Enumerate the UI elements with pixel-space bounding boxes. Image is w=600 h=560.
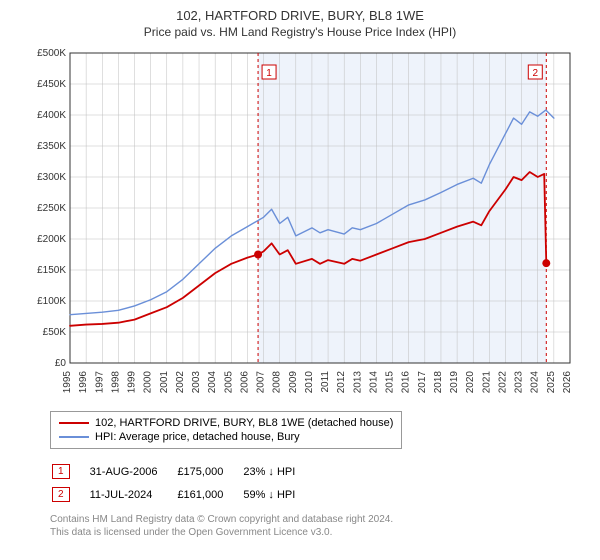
svg-text:£0: £0 bbox=[55, 358, 67, 369]
chart-title: 102, HARTFORD DRIVE, BURY, BL8 1WE bbox=[0, 8, 600, 23]
svg-text:£300K: £300K bbox=[37, 172, 66, 183]
svg-text:2015: 2015 bbox=[385, 371, 396, 394]
legend-swatch-price bbox=[59, 422, 89, 424]
svg-text:2004: 2004 bbox=[207, 371, 218, 394]
chart-svg: £0 £50K £100K £150K £200K £250K £300K £350K £400… bbox=[20, 43, 580, 403]
svg-text:£400K: £400K bbox=[37, 110, 66, 121]
marker-diff-1: 23% ↓ HPI bbox=[243, 461, 313, 482]
legend-row-hpi: HPI: Average price, detached house, Bury bbox=[59, 430, 393, 444]
footer-line-1: Contains HM Land Registry data © Crown c… bbox=[50, 513, 580, 526]
svg-text:2022: 2022 bbox=[497, 371, 508, 394]
svg-text:£50K: £50K bbox=[43, 327, 67, 338]
svg-text:2000: 2000 bbox=[143, 371, 154, 394]
svg-text:2010: 2010 bbox=[304, 371, 315, 394]
svg-text:2018: 2018 bbox=[433, 371, 444, 394]
svg-text:2024: 2024 bbox=[530, 371, 541, 394]
svg-text:2017: 2017 bbox=[417, 371, 428, 394]
svg-text:2008: 2008 bbox=[272, 371, 283, 394]
svg-text:2: 2 bbox=[533, 68, 539, 79]
marker-date-1: 31-AUG-2006 bbox=[90, 461, 176, 482]
svg-text:2023: 2023 bbox=[514, 371, 525, 394]
legend-label-price: 102, HARTFORD DRIVE, BURY, BL8 1WE (deta… bbox=[95, 417, 393, 429]
svg-text:£200K: £200K bbox=[37, 234, 66, 245]
svg-text:£500K: £500K bbox=[37, 48, 66, 59]
marker-row-2: 2 11-JUL-2024 £161,000 59% ↓ HPI bbox=[52, 484, 313, 505]
svg-text:£350K: £350K bbox=[37, 141, 66, 152]
marker-badge-2: 2 bbox=[52, 487, 70, 502]
svg-text:2013: 2013 bbox=[352, 371, 363, 394]
footer-line-2: This data is licensed under the Open Gov… bbox=[50, 526, 580, 539]
svg-text:1: 1 bbox=[266, 68, 272, 79]
svg-text:1997: 1997 bbox=[94, 371, 105, 394]
svg-text:2005: 2005 bbox=[223, 371, 234, 394]
svg-text:2020: 2020 bbox=[465, 371, 476, 394]
marker-row-1: 1 31-AUG-2006 £175,000 23% ↓ HPI bbox=[52, 461, 313, 482]
legend-swatch-hpi bbox=[59, 436, 89, 438]
svg-text:2021: 2021 bbox=[481, 371, 492, 394]
svg-text:2009: 2009 bbox=[288, 371, 299, 394]
marker-table: 1 31-AUG-2006 £175,000 23% ↓ HPI 2 11-JU… bbox=[50, 459, 315, 507]
svg-text:2002: 2002 bbox=[175, 371, 186, 394]
svg-text:2001: 2001 bbox=[159, 371, 170, 394]
svg-text:2014: 2014 bbox=[368, 371, 379, 394]
marker-price-2: £161,000 bbox=[177, 484, 241, 505]
svg-text:1999: 1999 bbox=[127, 371, 138, 394]
svg-text:2026: 2026 bbox=[562, 371, 573, 394]
svg-text:2012: 2012 bbox=[336, 371, 347, 394]
title-block: 102, HARTFORD DRIVE, BURY, BL8 1WE Price… bbox=[0, 0, 600, 43]
svg-text:£150K: £150K bbox=[37, 265, 66, 276]
marker-diff-2: 59% ↓ HPI bbox=[243, 484, 313, 505]
svg-text:2011: 2011 bbox=[320, 371, 331, 393]
legend-label-hpi: HPI: Average price, detached house, Bury bbox=[95, 431, 300, 443]
chart-area: £0 £50K £100K £150K £200K £250K £300K £350K £400… bbox=[20, 43, 580, 403]
chart-subtitle: Price paid vs. HM Land Registry's House … bbox=[0, 25, 600, 39]
svg-text:£100K: £100K bbox=[37, 296, 66, 307]
marker-price-1: £175,000 bbox=[177, 461, 241, 482]
svg-text:1998: 1998 bbox=[110, 371, 121, 394]
svg-text:1995: 1995 bbox=[62, 371, 73, 394]
legend-row-price: 102, HARTFORD DRIVE, BURY, BL8 1WE (deta… bbox=[59, 416, 393, 430]
legend-box: 102, HARTFORD DRIVE, BURY, BL8 1WE (deta… bbox=[50, 411, 402, 449]
svg-text:£250K: £250K bbox=[37, 203, 66, 214]
footer: Contains HM Land Registry data © Crown c… bbox=[50, 513, 580, 539]
svg-text:£450K: £450K bbox=[37, 79, 66, 90]
marker-date-2: 11-JUL-2024 bbox=[90, 484, 176, 505]
svg-text:2016: 2016 bbox=[401, 371, 412, 394]
svg-text:2025: 2025 bbox=[546, 371, 557, 394]
marker-badge-1: 1 bbox=[52, 464, 70, 479]
svg-text:2019: 2019 bbox=[449, 371, 460, 394]
container: 102, HARTFORD DRIVE, BURY, BL8 1WE Price… bbox=[0, 0, 600, 539]
svg-text:1996: 1996 bbox=[78, 371, 89, 394]
svg-text:2007: 2007 bbox=[256, 371, 267, 394]
svg-text:2006: 2006 bbox=[239, 371, 250, 394]
svg-text:2003: 2003 bbox=[191, 371, 202, 394]
